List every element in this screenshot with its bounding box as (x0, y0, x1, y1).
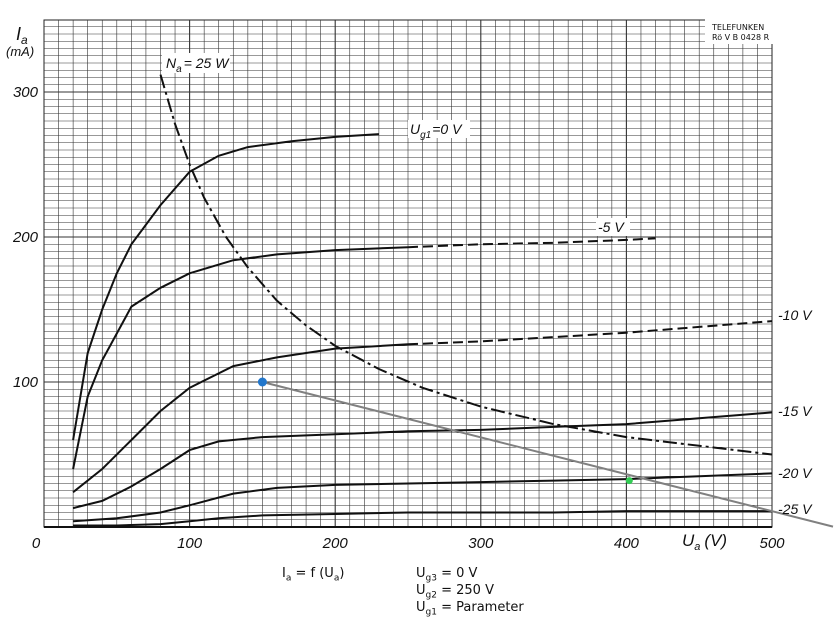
x-axis-label: Ua (V) (682, 531, 727, 553)
tick-labels: 0 100 200 300 400 500 100 200 300 (12, 84, 785, 552)
param-ug1: Ug1 = Parameter (416, 600, 524, 618)
operating-point-marker (257, 377, 267, 387)
x-tick-label: 100 (177, 535, 203, 552)
curve-label-minus15v: -15 V (778, 403, 813, 419)
curve-label-minus20v: -20 V (778, 465, 813, 481)
m5-label-bg (596, 218, 630, 236)
param-ug3: Ug3 = 0 V (416, 566, 478, 584)
characteristic-curve (72, 343, 409, 493)
x-tick-label: 400 (614, 535, 640, 552)
y-tick-label: 200 (12, 229, 39, 246)
load-line (262, 381, 834, 528)
x-tick-label: 200 (322, 535, 349, 552)
curves (72, 74, 773, 527)
characteristic-curve (73, 510, 772, 527)
curve-label-minus5v: -5 V (598, 219, 625, 235)
characteristic-curve (72, 133, 379, 441)
power-curve-label: Na = 25 W (166, 55, 230, 75)
ug1-label-bg (408, 120, 470, 138)
x-tick-label: 300 (468, 535, 494, 552)
power-hyperbola-curve (159, 74, 773, 456)
m10-label-bg (776, 306, 818, 324)
brand-name: TELEFUNKEN (711, 23, 764, 32)
formula-relation: Ia = f (Ua) (282, 566, 345, 584)
characteristic-curve-dashed (407, 320, 773, 346)
x-tick-label: 500 (759, 535, 785, 552)
characteristic-curve (72, 411, 773, 510)
param-ug2: Ug2 = 250 V (416, 583, 494, 601)
annotation-overlay (257, 377, 834, 528)
curve-label-minus10v: -10 V (778, 307, 813, 323)
y-tick-label: 300 (13, 84, 39, 101)
y-axis-unit: (mA) (6, 44, 34, 59)
na-label-bg (162, 53, 230, 73)
characteristic-curve-dashed (407, 237, 656, 249)
brand-code: Rö V B 0428 R (712, 33, 770, 42)
characteristic-curve (72, 246, 409, 470)
y-axis-label: Ia (16, 24, 28, 47)
curve-label-0v: Ug1=0 V (410, 121, 463, 141)
grid (43, 19, 773, 528)
brand-box (705, 18, 775, 44)
intersection-marker (625, 477, 633, 485)
x-tick-label: 0 (32, 535, 41, 552)
curve-label-minus25v: -25 V (778, 501, 813, 517)
y-tick-label: 100 (13, 374, 39, 391)
